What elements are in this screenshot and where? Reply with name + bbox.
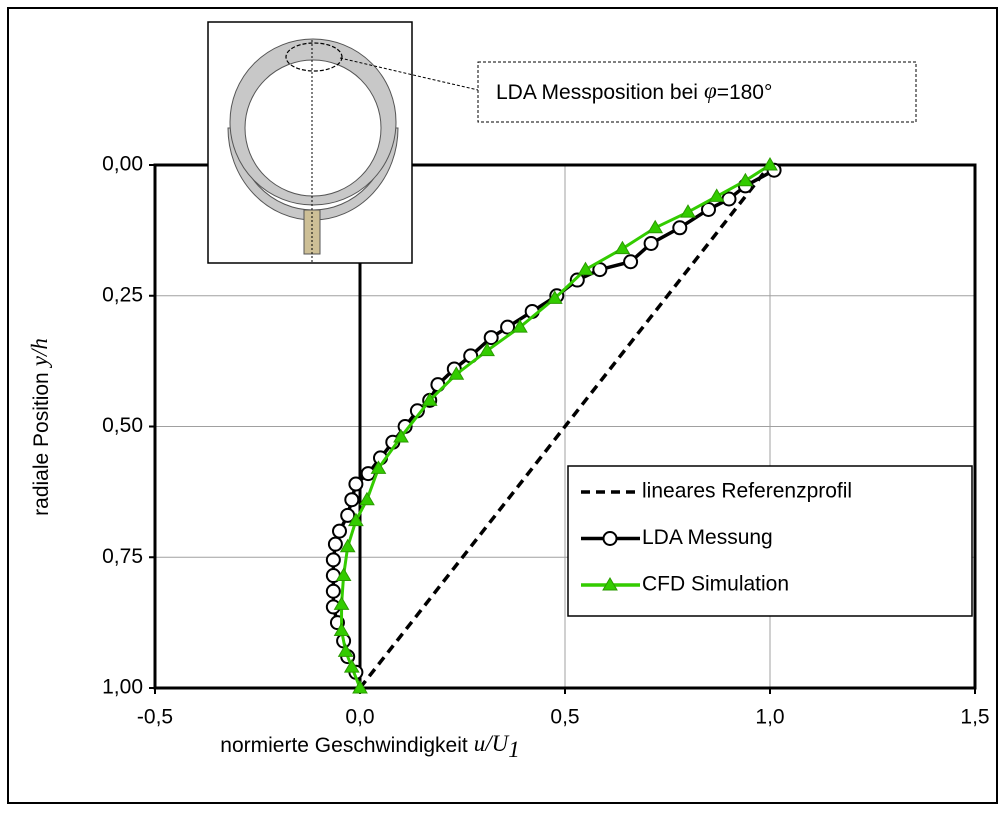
y-tick-label: 0,25 xyxy=(102,283,143,306)
annotation-text: LDA Messposition bei xyxy=(496,81,698,104)
data-point xyxy=(370,460,387,474)
data-point xyxy=(340,507,356,523)
data-point xyxy=(333,622,350,636)
data-point xyxy=(569,272,585,288)
annotation: LDA Messposition bei φ=180° xyxy=(496,78,772,103)
data-point xyxy=(672,220,688,236)
legend-label: CFD Simulation xyxy=(642,573,789,596)
data-point xyxy=(348,512,364,527)
y-axis-label: radiale Position y/h xyxy=(27,338,52,516)
data-point xyxy=(479,342,495,357)
y-tick-label: 0,50 xyxy=(102,414,143,437)
data-point xyxy=(344,492,360,508)
x-axis-label: normierte Geschwindigkeit u/U1 xyxy=(220,731,519,762)
y-tick-label: 0,00 xyxy=(102,153,143,176)
data-point xyxy=(721,191,737,207)
series-line xyxy=(358,163,772,690)
shaft-bore xyxy=(244,59,382,197)
x-label-math: u/U xyxy=(474,731,510,756)
y-tick-label: 1,00 xyxy=(102,676,143,699)
y-label-text: radiale Position xyxy=(30,372,53,516)
chart-border xyxy=(7,7,998,804)
annotation-symbol: φ xyxy=(704,78,717,103)
data-point xyxy=(325,552,341,568)
data-point xyxy=(339,538,356,553)
plot-frame xyxy=(153,163,977,690)
legend-label: LDA Messung xyxy=(642,526,773,549)
inset-picture xyxy=(207,21,413,264)
data-point xyxy=(343,659,360,673)
legend-box xyxy=(567,465,973,617)
plot-area: 0,00 0,25 0,50 0,75 1,00 -0,5 0,0 0,5 1,0 1,5 line… xyxy=(102,153,989,729)
data-point xyxy=(393,428,409,443)
x-label-sub: 1 xyxy=(508,737,520,762)
data-point xyxy=(546,290,563,304)
bearing-shell xyxy=(227,127,399,221)
measure-ellipse xyxy=(285,42,343,72)
data-point xyxy=(332,523,347,539)
data-point xyxy=(352,680,368,694)
legend-marker xyxy=(602,577,618,591)
data-point xyxy=(327,536,343,552)
data-point xyxy=(337,643,354,657)
x-tick-label: 1,0 xyxy=(755,706,784,729)
data-point xyxy=(448,366,465,380)
data-point xyxy=(421,392,438,406)
x-label-text: normierte Geschwindigkeit xyxy=(220,734,468,757)
annotation-rest: =180° xyxy=(717,81,773,104)
data-point xyxy=(348,476,364,492)
data-point xyxy=(623,254,639,270)
legend-marker xyxy=(602,531,618,546)
x-tick-label: -0,5 xyxy=(137,706,173,729)
data-point xyxy=(333,596,350,610)
data-point xyxy=(614,240,631,255)
legend-label: lineares Referenzprofil xyxy=(642,480,852,503)
y-tick-label: 0,75 xyxy=(102,545,143,568)
data-point xyxy=(359,491,375,506)
x-tick-label: 1,5 xyxy=(960,706,989,729)
data-point xyxy=(647,219,664,234)
data-point xyxy=(577,261,594,276)
data-point xyxy=(483,330,499,346)
data-point xyxy=(643,235,659,251)
x-tick-label: 0,5 xyxy=(550,706,579,729)
data-point xyxy=(708,188,725,202)
y-label-math: y/h xyxy=(27,338,52,368)
data-point xyxy=(512,319,528,333)
data-point xyxy=(325,583,341,599)
annotation-box xyxy=(477,61,917,123)
data-point xyxy=(762,157,778,171)
data-point xyxy=(701,201,716,217)
data-point xyxy=(335,567,352,582)
leader-line xyxy=(339,57,479,91)
data-point xyxy=(680,204,696,218)
data-point xyxy=(737,172,754,187)
data-point xyxy=(500,319,516,335)
x-tick-label: 0,0 xyxy=(345,706,374,729)
